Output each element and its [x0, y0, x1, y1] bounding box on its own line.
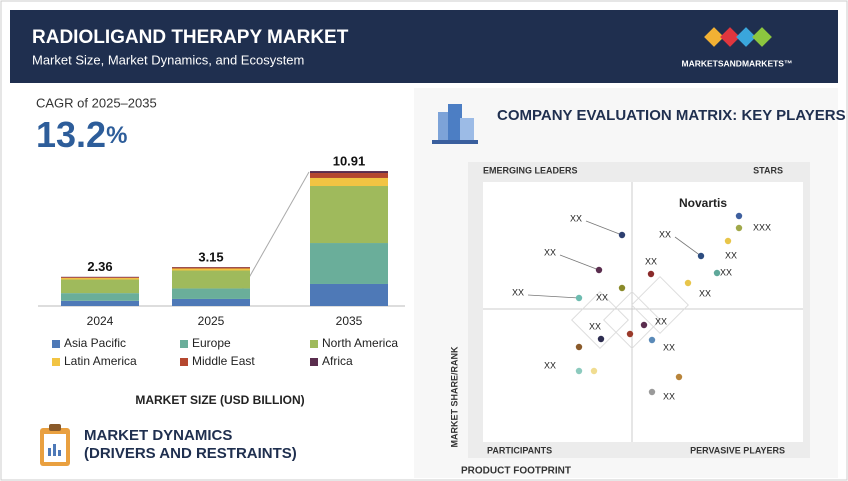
bar-segment	[172, 268, 250, 271]
dynamics-title: MARKET DYNAMICS	[84, 427, 232, 444]
bar-segment	[310, 186, 388, 244]
bar-segment	[310, 283, 388, 306]
legend-swatch	[180, 340, 188, 348]
bar-segment	[172, 298, 250, 306]
quadrant-label: STARS	[753, 165, 783, 175]
legend-label: North America	[322, 336, 398, 350]
diamonds	[571, 276, 689, 349]
company-dot	[684, 279, 692, 287]
bar-segment	[172, 288, 250, 299]
leader-line	[585, 220, 623, 236]
legend-label: Middle East	[192, 354, 255, 368]
x-tick-label: 2025	[198, 314, 225, 328]
company-label: XX	[720, 267, 732, 277]
leader-line	[559, 254, 600, 271]
cagr-unit: %	[106, 122, 127, 149]
legend-swatch	[310, 358, 318, 366]
bar-segment	[172, 270, 250, 289]
dynamics-title: (DRIVERS AND RESTRAINTS)	[84, 445, 297, 462]
leader-line	[674, 236, 702, 257]
company-dot	[626, 330, 634, 338]
legend-swatch	[52, 340, 60, 348]
company-dot	[590, 367, 598, 375]
building-icon	[432, 104, 478, 144]
company-label: XX	[663, 391, 675, 401]
bar-segment	[310, 177, 388, 187]
legend-swatch	[180, 358, 188, 366]
company-dot	[713, 269, 721, 277]
bar-chart-title: MARKET SIZE (USD BILLION)	[135, 393, 304, 407]
company-label: XXX	[753, 222, 771, 232]
bar-segment	[61, 293, 139, 301]
subtitle: Market Size, Market Dynamics, and Ecosys…	[32, 52, 304, 67]
total-label: 2.36	[87, 259, 112, 274]
legend-swatch	[310, 340, 318, 348]
company-label: XX	[663, 342, 675, 352]
bar-segment	[61, 279, 139, 294]
company-label: XX	[659, 229, 671, 239]
company-label: XX	[544, 247, 556, 257]
company-label: XX	[512, 287, 524, 297]
bar-segment	[61, 300, 139, 306]
company-dot	[618, 231, 626, 239]
company-label: XX	[699, 288, 711, 298]
company-dot	[640, 321, 648, 329]
company-dot	[575, 294, 583, 302]
bar-segment	[172, 267, 250, 269]
bar-segment	[310, 173, 388, 178]
banner	[10, 10, 838, 83]
quadrant-label: PERVASIVE PLAYERS	[690, 445, 785, 455]
legend-label: Europe	[192, 336, 231, 350]
company-dot	[597, 335, 605, 343]
legend-label: Africa	[322, 354, 353, 368]
company-dot	[575, 367, 583, 375]
bar-segment	[310, 171, 388, 174]
company-dot	[595, 266, 603, 274]
company-label: XX	[544, 360, 556, 370]
x-axis-label: PRODUCT FOOTPRINT	[461, 466, 571, 477]
company-label: XX	[589, 321, 601, 331]
total-label: 10.91	[333, 153, 366, 168]
company-label: XX	[570, 213, 582, 223]
matrix-title: COMPANY EVALUATION MATRIX: KEY PLAYERS	[497, 107, 846, 124]
company-label: XX	[645, 256, 657, 266]
company-dot	[618, 284, 626, 292]
company-dot	[575, 343, 583, 351]
legend-label: Asia Pacific	[64, 336, 126, 350]
bar-segment	[310, 243, 388, 284]
company-dot	[735, 212, 743, 220]
y-axis-label: MARKET SHARE/RANK	[449, 346, 459, 448]
logo-text: MARKETSANDMARKETS™	[682, 58, 793, 68]
quadrant-label: EMERGING LEADERS	[483, 165, 578, 175]
bar-segment	[61, 278, 139, 280]
company-dot	[648, 336, 656, 344]
company-label: XX	[596, 292, 608, 302]
quadrant-label: PARTICIPANTS	[487, 445, 552, 455]
x-tick-label: 2024	[87, 314, 114, 328]
company-dot	[648, 388, 656, 396]
company-dot	[647, 270, 655, 278]
company-label: Novartis	[679, 196, 727, 210]
clipboard-icon	[40, 424, 70, 466]
x-tick-label: 2035	[336, 314, 363, 328]
company-dot	[675, 373, 683, 381]
leader-line	[527, 294, 580, 299]
company-dot	[697, 252, 705, 260]
title: RADIOLIGAND THERAPY MARKET	[32, 27, 349, 48]
cagr-label: CAGR of 2025–2035	[36, 95, 157, 110]
cagr-number: 13.2	[36, 114, 106, 155]
legend-label: Latin America	[64, 354, 137, 368]
total-label: 3.15	[198, 249, 223, 264]
cagr-value: 13.2%	[36, 114, 127, 155]
matrix-box	[483, 182, 803, 442]
legend-swatch	[52, 358, 60, 366]
company-dot	[735, 224, 743, 232]
bar-segment	[61, 277, 139, 279]
company-dot	[724, 237, 732, 245]
company-label: XX	[655, 316, 667, 326]
company-label: XX	[725, 250, 737, 260]
